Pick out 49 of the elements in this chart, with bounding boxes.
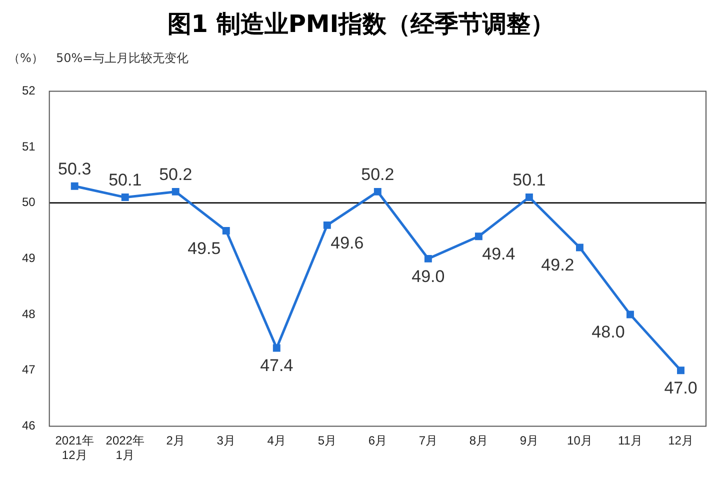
x-tick-label: 9月: [520, 434, 539, 448]
point: [626, 310, 634, 318]
data-label: 50.2: [361, 164, 394, 184]
data-label: 50.1: [108, 170, 142, 190]
y-tick-label: 50: [22, 195, 36, 210]
data-label: 49.6: [330, 233, 364, 252]
point: [424, 254, 432, 262]
y-tick-label: 48: [22, 306, 36, 321]
x-tick-label: 2022年 1月: [106, 434, 144, 462]
point: [474, 232, 482, 240]
x-tick-label: 2月: [166, 434, 185, 448]
chart-title: 图1 制造业PMI指数（经季节调整）: [166, 9, 556, 40]
x-tick-label: 10月: [567, 434, 592, 448]
x-tick-label: 4月: [267, 434, 286, 448]
x-tick-label: 12月: [668, 434, 694, 448]
data-label: 47.4: [260, 356, 294, 376]
data-label: 49.2: [541, 256, 574, 275]
point: [525, 194, 533, 202]
y-tick-label: 52: [22, 84, 36, 98]
point: [121, 194, 129, 202]
y-tick-label: 47: [22, 362, 36, 377]
point: [222, 227, 230, 235]
y-axis-title: （%）: [8, 50, 44, 67]
data-label: 50.2: [159, 164, 192, 184]
y-tick-label: 49: [22, 251, 36, 266]
text: 50%=与上月比较无变化: [56, 50, 189, 67]
data-label: 47.0: [664, 378, 698, 398]
data-label: 48.0: [592, 322, 625, 342]
point: [70, 182, 78, 190]
x-tick-label: 6月: [368, 434, 388, 448]
data-label: 49.4: [482, 244, 516, 264]
x-tick-label: 7月: [418, 434, 438, 448]
x-tick-label: 8月: [469, 434, 488, 448]
data-label: 49.5: [188, 238, 221, 258]
point: [576, 244, 584, 252]
point: [677, 366, 684, 374]
x-tick-label: 5月: [318, 434, 337, 448]
point: [272, 344, 280, 352]
data-label: 49.0: [412, 266, 445, 286]
data-label: 50.1: [512, 170, 546, 190]
y-tick-label: 51: [22, 139, 36, 154]
point: [323, 221, 331, 229]
x-tick-label: 3月: [216, 434, 236, 448]
x-tick-label: 11月: [618, 434, 642, 448]
y-tick-label: 46: [22, 418, 36, 433]
point: [172, 188, 180, 196]
data-label: 50.3: [58, 159, 92, 178]
point: [374, 188, 382, 196]
x-tick-label: 2021年 12月: [55, 434, 94, 462]
